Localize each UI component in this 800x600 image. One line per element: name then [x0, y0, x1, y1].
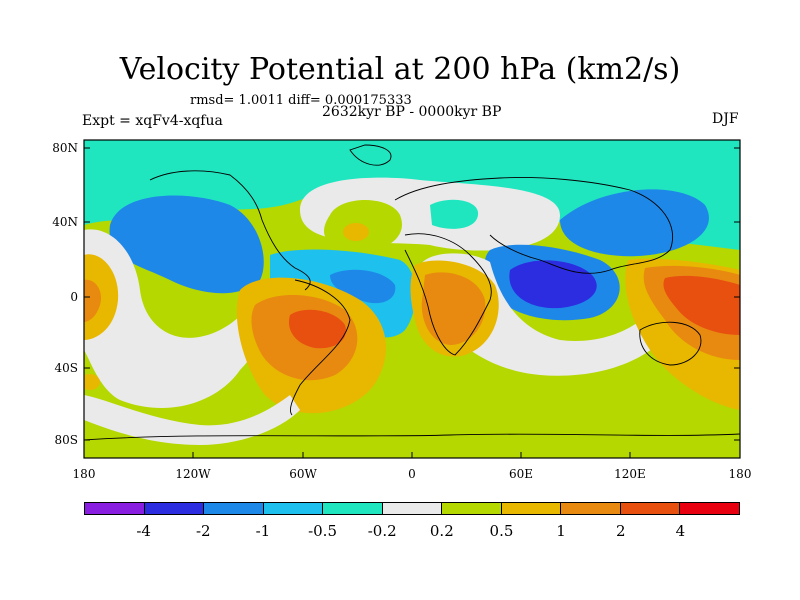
contour-blue-north-pacific [109, 195, 264, 294]
contour-red-south-america [288, 309, 346, 349]
contour-white-south [84, 395, 300, 445]
lon-label-180e: 180 [729, 467, 752, 481]
lat-label-80s: 80S [55, 433, 79, 447]
lon-tick-marks [192, 452, 631, 458]
colorbar-box-0 [85, 503, 145, 514]
colorbar-box-2 [204, 503, 264, 514]
colorbar-box-8 [561, 503, 621, 514]
contour-yellow-east-pacific [84, 254, 119, 340]
lon-label-0: 0 [408, 467, 416, 481]
contour-orange-north-atlantic [343, 223, 369, 241]
contour-orange-east-pacific [84, 279, 102, 322]
coastline-antarctica [84, 433, 740, 441]
lon-label-60w: 60W [289, 467, 317, 481]
lat-label-80n: 80N [52, 141, 78, 155]
colorbar-label: 1 [556, 522, 566, 540]
colorbar-box-1 [144, 503, 205, 514]
colorbar-box-5 [382, 503, 443, 514]
contour-yellow-south-pacific [84, 374, 100, 390]
colorbar-label: 2 [615, 522, 626, 540]
contour-white-pacific [84, 229, 290, 409]
chart-title: Velocity Potential at 200 hPa (km2/s) [119, 52, 681, 87]
contour-blue-northeast-asia [560, 189, 709, 257]
experiment-label: Expt = xqFv4-xqfua [82, 113, 223, 129]
coastline-australia [639, 321, 702, 366]
colorbar-box-9 [620, 503, 681, 514]
colorbar-label: 0.2 [429, 522, 454, 540]
lat-tick-marks [84, 147, 740, 441]
colorbar-box-6 [442, 503, 502, 514]
lat-label-40n: 40N [52, 215, 78, 229]
colorbar [84, 502, 740, 515]
lat-label-40s: 40S [55, 361, 79, 375]
chart-subtitle: rmsd= 1.0011 diff= 0.000175333 [190, 93, 412, 108]
coastline-eurasia [394, 177, 674, 274]
lat-label-0: 0 [70, 290, 78, 304]
coastlines [84, 144, 740, 441]
colorbar-box-7 [501, 503, 562, 514]
lon-label-60e: 60E [509, 467, 533, 481]
colorbar-box-4 [323, 503, 383, 514]
season-label: DJF [712, 111, 739, 127]
coastline-north-america [149, 170, 311, 291]
coastline-africa [404, 233, 492, 356]
coastline-greenland [349, 144, 392, 166]
lon-label-180w: 180 [73, 467, 96, 481]
colorbar-label: 4 [675, 522, 686, 540]
period-label: 2632kyr BP - 0000kyr BP [322, 104, 502, 120]
colorbar-label: 0.5 [489, 522, 514, 540]
colorbar-label: -0.2 [367, 522, 397, 540]
contour-orange-africa [421, 272, 486, 345]
contour-field [84, 140, 740, 458]
lon-label-120e: 120E [614, 467, 646, 481]
colorbar-box-3 [263, 503, 324, 514]
contour-blue-atlantic [330, 269, 396, 304]
coastline-south-america [289, 279, 351, 416]
lon-label-120w: 120W [175, 467, 211, 481]
contour-cyan-europe [430, 199, 479, 229]
contour-red-west-pacific [663, 275, 740, 335]
colorbar-box-10 [680, 503, 740, 514]
colorbar-label: -4 [136, 522, 151, 540]
colorbar-label: -2 [195, 522, 211, 540]
colorbar-label: -1 [255, 522, 271, 540]
colorbar-label: -0.5 [308, 522, 337, 540]
